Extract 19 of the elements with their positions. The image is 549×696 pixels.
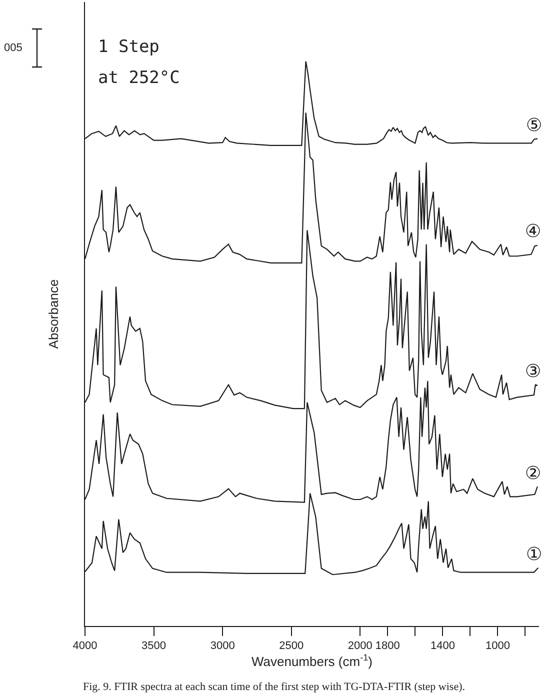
x-tick-label: 2500 xyxy=(279,640,304,652)
text: 005 xyxy=(4,42,22,54)
series-label: ① xyxy=(526,544,542,565)
text: 1 Step xyxy=(98,37,160,57)
y-axis-title: Absorbance xyxy=(46,279,61,349)
caption: Fig. 9. FTIR spectra at each scan time of the first step with TG-DTA-FTIR (step wise). xyxy=(83,681,466,693)
x-tick-label: 1400 xyxy=(430,640,455,652)
x-tick-label: 3500 xyxy=(142,640,166,652)
x-tick-label: 2000 xyxy=(348,640,372,652)
annotation: at 252°C xyxy=(98,68,180,88)
x-tick-label: 4000 xyxy=(72,640,98,652)
series-label: ② xyxy=(525,463,542,484)
x-tick-label: 1800 xyxy=(375,640,400,652)
series-label: ④ xyxy=(525,221,542,242)
series-label: ③ xyxy=(525,361,542,382)
series-label: ⑤ xyxy=(526,115,542,136)
x-tick-label: 1000 xyxy=(485,640,510,652)
x-tick-label: 3000 xyxy=(210,640,235,652)
x-axis-title: Wavenumbers (cm$^{-1}$) xyxy=(251,652,373,669)
